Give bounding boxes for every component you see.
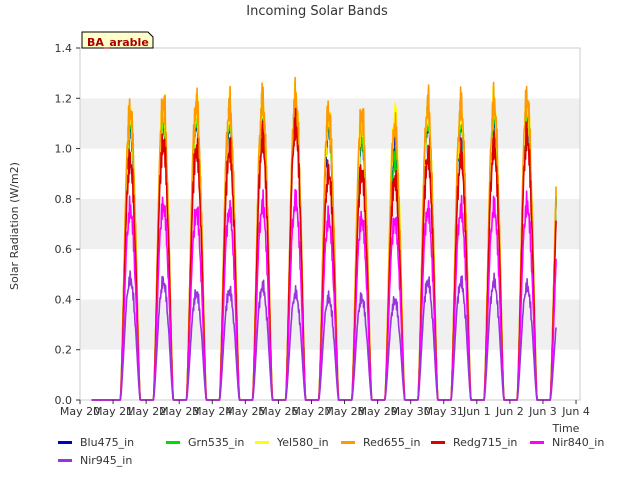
legend-swatch <box>341 441 355 444</box>
x-tick-label: May 30 <box>391 405 431 418</box>
x-tick-label: May 24 <box>192 405 232 418</box>
legend-swatch <box>530 441 544 444</box>
grid-band <box>80 249 580 300</box>
legend-swatch <box>431 441 445 444</box>
y-tick-label: 1.4 <box>55 42 73 55</box>
x-tick-label: May 31 <box>424 405 464 418</box>
y-axis-label: Solar Radiation (W/m2) <box>8 162 21 290</box>
grid-band <box>80 48 580 99</box>
legend-label: Nir840_in <box>552 436 605 449</box>
legend-swatch <box>58 441 72 444</box>
legend-item: Red655_in <box>341 436 420 449</box>
legend-item: Nir840_in <box>530 436 604 449</box>
y-tick-label: 0.0 <box>55 394 73 407</box>
x-tick-label: Jun 4 <box>561 405 590 418</box>
x-tick-label: Jun 1 <box>462 405 491 418</box>
y-axis: 0.0 0.2 0.4 0.6 0.8 1.0 1.2 1.4 <box>55 42 80 407</box>
y-tick-label: 1.0 <box>55 143 73 156</box>
legend-label: Red655_in <box>363 436 421 449</box>
legend-label: Grn535_in <box>188 436 245 449</box>
x-tick-label: Jun 2 <box>495 405 524 418</box>
x-axis-label: Time <box>552 422 580 435</box>
x-tick-label: May 26 <box>258 405 298 418</box>
plot-frame <box>79 47 581 401</box>
x-tick-label: May 20 <box>60 405 100 418</box>
legend-label: Yel580_in <box>277 436 329 449</box>
legend-item: Blu475_in <box>58 436 134 449</box>
x-tick-label: May 22 <box>126 405 166 418</box>
legend-item: Redg715_in <box>431 436 517 449</box>
legend-label: Redg715_in <box>453 436 518 449</box>
chart-title: Incoming Solar Bands <box>246 4 388 19</box>
y-tick-label: 0.6 <box>55 243 73 256</box>
site-label: BA_arable <box>87 36 149 49</box>
x-tick-label: May 28 <box>324 405 364 418</box>
series-line-nir945-in <box>91 270 557 401</box>
y-tick-label: 1.2 <box>55 92 73 105</box>
legend-label: Blu475_in <box>80 436 135 449</box>
legend-item: Nir945_in <box>58 454 132 467</box>
y-tick-label: 0.4 <box>55 293 73 306</box>
x-tick-label: May 25 <box>225 405 265 418</box>
x-tick-label: Jun 3 <box>528 405 557 418</box>
x-tick-label: May 27 <box>291 405 331 418</box>
x-tick-label: May 21 <box>93 405 133 418</box>
legend-item: Grn535_in <box>166 436 244 449</box>
x-tick-label: May 23 <box>159 405 199 418</box>
x-tick-label: May 29 <box>357 405 397 418</box>
series-layer <box>91 76 557 401</box>
y-tick-label: 0.2 <box>55 344 73 357</box>
y-tick-label: 0.8 <box>55 193 73 206</box>
site-label-box: BA_arable <box>81 31 154 49</box>
grid-band <box>80 299 580 350</box>
legend-label: Nir945_in <box>80 454 133 467</box>
legend-swatch <box>255 441 269 444</box>
legend-swatch <box>58 459 72 462</box>
legend-swatch <box>166 441 180 444</box>
legend-item: Yel580_in <box>255 436 329 449</box>
grid-band <box>80 349 580 400</box>
